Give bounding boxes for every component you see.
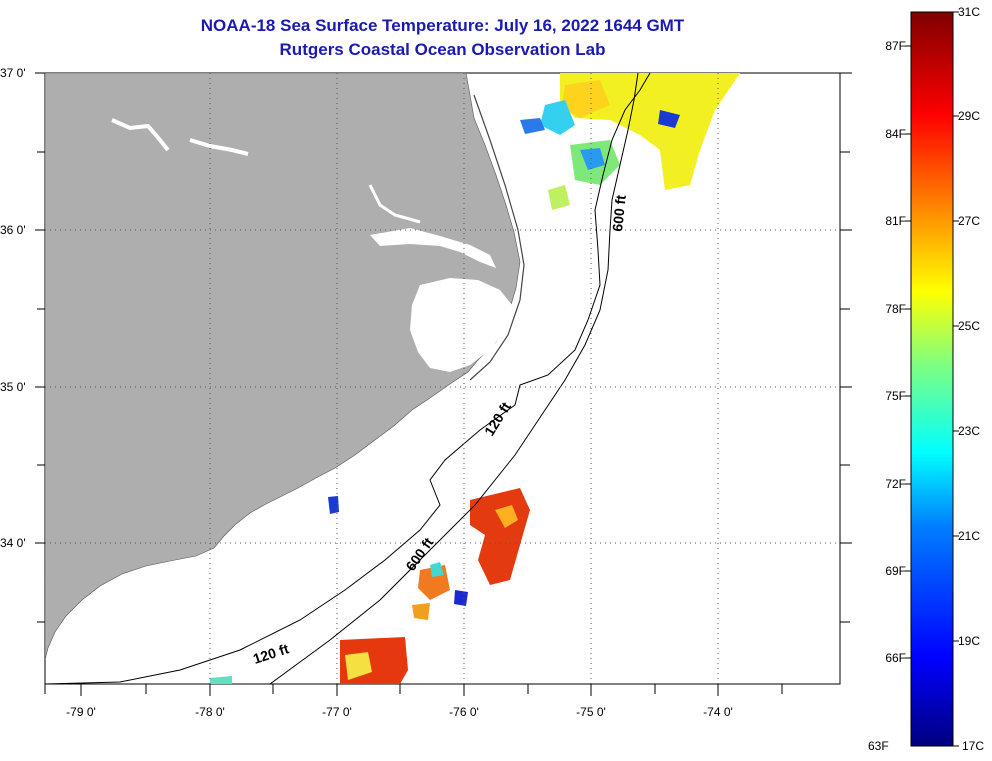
colorbar-label-27c: 27C	[958, 214, 981, 228]
sst-patch-south	[210, 488, 530, 684]
colorbar-label-29c: 29C	[958, 109, 981, 123]
axis-ticks	[35, 72, 852, 696]
colorbar-label-19c: 19C	[958, 634, 981, 648]
colorbar-label-84f: 84F	[885, 127, 906, 141]
colorbar-label-66f: 66F	[885, 651, 906, 665]
contour-120ft	[45, 73, 651, 684]
lon-label-77: -77 0'	[322, 705, 352, 719]
lon-label-78: -78 0'	[195, 705, 225, 719]
sst-patch-north	[520, 73, 740, 210]
inland-river-1	[111, 118, 170, 152]
colorbar-label-23c: 23C	[958, 424, 981, 438]
colorbar-label-63f: 63F	[868, 739, 889, 753]
lat-label-37: 37 0'	[0, 66, 26, 80]
inland-river-2	[189, 138, 249, 156]
lon-label-76: -76 0'	[449, 705, 479, 719]
lon-label-74: -74 0'	[703, 705, 733, 719]
lat-label-36: 36 0'	[0, 223, 26, 237]
lat-label-34: 34 0'	[0, 536, 26, 550]
map-subtitle: Rutgers Coastal Ocean Observation Lab	[279, 40, 606, 59]
colorbar-label-31c: 31C	[958, 5, 981, 19]
colorbar-label-87f: 87F	[885, 39, 906, 53]
inland-river-3	[368, 184, 421, 224]
map-title: NOAA-18 Sea Surface Temperature: July 16…	[200, 16, 685, 35]
land-mass	[45, 73, 521, 661]
contour-600ft	[269, 73, 639, 684]
colorbar-label-21c: 21C	[958, 529, 981, 543]
contour-label-600-north: 600 ft	[609, 194, 629, 232]
lon-label-79: -79 0'	[66, 705, 96, 719]
lat-label-35: 35 0'	[0, 380, 26, 394]
lon-label-75: -75 0'	[576, 705, 606, 719]
colorbar-label-25c: 25C	[958, 319, 981, 333]
colorbar-label-17c: 17C	[962, 739, 985, 753]
pamlico-sound	[410, 278, 512, 372]
graticule	[45, 73, 840, 684]
colorbar-ticks	[905, 11, 959, 747]
colorbar-label-75f: 75F	[885, 389, 906, 403]
colorbar-label-69f: 69F	[885, 564, 906, 578]
colorbar-label-81f: 81F	[885, 214, 906, 228]
colorbar-label-78f: 78F	[885, 302, 906, 316]
outer-banks	[469, 94, 525, 381]
colorbar-label-72f: 72F	[885, 477, 906, 491]
albemarle-sound	[370, 228, 496, 268]
colorbar	[910, 11, 954, 747]
